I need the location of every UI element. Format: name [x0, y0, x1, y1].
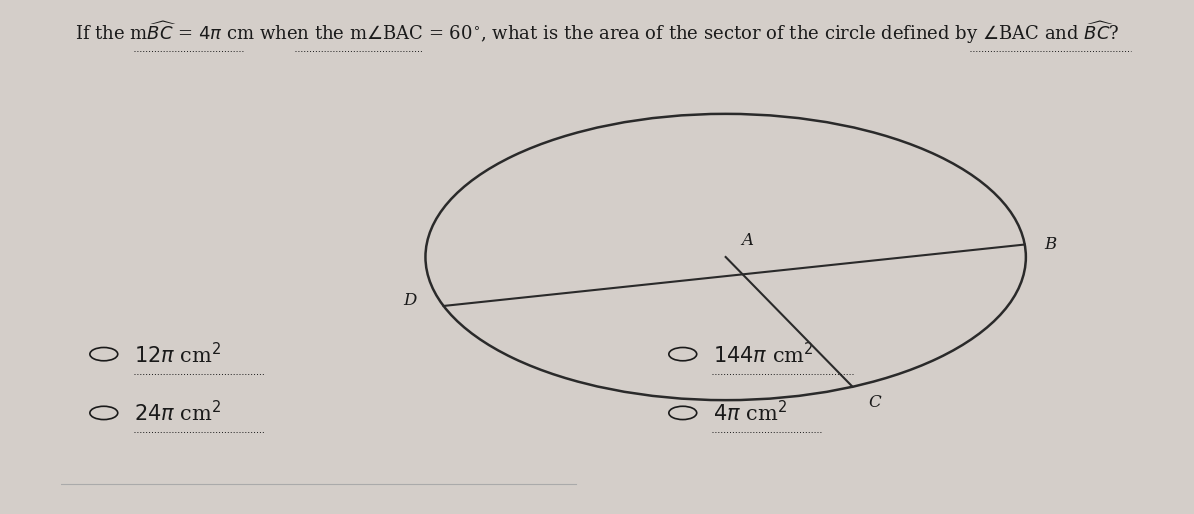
Text: $12\pi$ cm$^2$: $12\pi$ cm$^2$ — [135, 341, 222, 366]
Text: $24\pi$ cm$^2$: $24\pi$ cm$^2$ — [135, 400, 222, 426]
Text: $144\pi$ cm$^2$: $144\pi$ cm$^2$ — [714, 341, 814, 366]
Text: C: C — [868, 394, 881, 411]
Text: B: B — [1044, 236, 1057, 253]
Text: A: A — [741, 232, 753, 249]
Text: If the m$\widehat{BC}$ = $4\pi$ cm when the m$\angle$BAC = 60$^{\circ}$, what is: If the m$\widehat{BC}$ = $4\pi$ cm when … — [75, 20, 1119, 46]
Text: $4\pi$ cm$^2$: $4\pi$ cm$^2$ — [714, 400, 788, 426]
Text: D: D — [404, 292, 417, 309]
